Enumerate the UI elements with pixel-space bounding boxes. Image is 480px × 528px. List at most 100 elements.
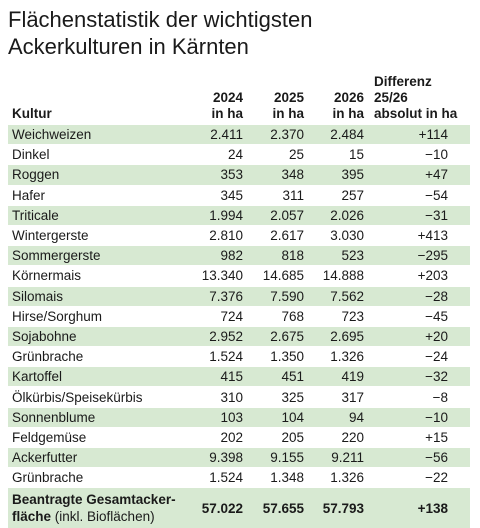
total-value: +138 bbox=[368, 488, 470, 528]
label-cell: Grünbrache bbox=[8, 347, 186, 367]
label-cell: Dinkel bbox=[8, 145, 186, 165]
title: Flächenstatistik der wichtigsten Ackerku… bbox=[8, 6, 312, 60]
value-cell: 94 bbox=[308, 407, 368, 427]
value-cell: 523 bbox=[308, 246, 368, 266]
total-label-cell: Beantragte Gesamtacker-fläche (inkl. Bio… bbox=[8, 488, 186, 528]
value-cell: 1.994 bbox=[186, 205, 247, 225]
value-cell: −54 bbox=[368, 185, 470, 205]
value-cell: −45 bbox=[368, 306, 470, 326]
value-cell: 103 bbox=[186, 407, 247, 427]
value-cell: 419 bbox=[308, 367, 368, 387]
value-cell: 205 bbox=[247, 427, 308, 447]
value-cell: 1.524 bbox=[186, 347, 247, 367]
value-cell: 2.810 bbox=[186, 225, 247, 245]
value-cell: 415 bbox=[186, 367, 247, 387]
label-cell: Feldgemüse bbox=[8, 427, 186, 447]
value-cell: 7.562 bbox=[308, 286, 368, 306]
total-label: Beantragte Gesamtacker- bbox=[12, 492, 176, 507]
title-line: Flächenstatistik der wichtigsten bbox=[8, 6, 312, 33]
label-cell: Ackerfutter bbox=[8, 448, 186, 468]
value-cell: +47 bbox=[368, 165, 470, 185]
value-cell: 9.398 bbox=[186, 448, 247, 468]
value-cell: 818 bbox=[247, 246, 308, 266]
header-text: in ha bbox=[332, 106, 364, 121]
value-cell: 1.348 bbox=[247, 468, 308, 488]
value-cell: 325 bbox=[247, 387, 308, 407]
value-cell: 1.326 bbox=[308, 347, 368, 367]
label-cell: Sonnenblume bbox=[8, 407, 186, 427]
label-cell: Ölkürbis/Speisekürbis bbox=[8, 387, 186, 407]
label-cell: Silomais bbox=[8, 286, 186, 306]
value-cell: 257 bbox=[308, 185, 368, 205]
label-cell: Körnermais bbox=[8, 266, 186, 286]
label-cell: Wintergerste bbox=[8, 225, 186, 245]
total-value: 57.793 bbox=[308, 488, 368, 528]
header-text: Kultur bbox=[12, 106, 52, 121]
value-cell: 345 bbox=[186, 185, 247, 205]
total-label-note: (inkl. Bioflächen) bbox=[51, 509, 155, 524]
value-cell: 768 bbox=[247, 306, 308, 326]
value-cell: −10 bbox=[368, 407, 470, 427]
value-cell: 9.211 bbox=[308, 448, 368, 468]
value-cell: 24 bbox=[186, 145, 247, 165]
value-cell: 723 bbox=[308, 306, 368, 326]
value-cell: −10 bbox=[368, 145, 470, 165]
value-cell: 9.155 bbox=[247, 448, 308, 468]
value-cell: +15 bbox=[368, 427, 470, 447]
value-cell: 2.484 bbox=[308, 125, 368, 145]
value-cell: 14.888 bbox=[308, 266, 368, 286]
total-row: Beantragte Gesamtacker-fläche (inkl. Bio… bbox=[8, 488, 470, 528]
value-cell: +203 bbox=[368, 266, 470, 286]
value-cell: +413 bbox=[368, 225, 470, 245]
label-cell: Kartoffel bbox=[8, 367, 186, 387]
value-cell: −28 bbox=[368, 286, 470, 306]
header-cell: Kultur bbox=[8, 74, 186, 125]
value-cell: 15 bbox=[308, 145, 368, 165]
header-text: 2024 bbox=[213, 90, 243, 105]
value-cell: −8 bbox=[368, 387, 470, 407]
label-cell: Sojabohne bbox=[8, 326, 186, 346]
value-cell: 2.026 bbox=[308, 205, 368, 225]
header-text: absolut in ha bbox=[374, 106, 457, 121]
value-cell: −32 bbox=[368, 367, 470, 387]
value-cell: 724 bbox=[186, 306, 247, 326]
label-cell: Roggen bbox=[8, 165, 186, 185]
value-cell: 104 bbox=[247, 407, 308, 427]
header-text: 2025 bbox=[274, 90, 304, 105]
value-cell: 202 bbox=[186, 427, 247, 447]
total-label: fläche bbox=[12, 509, 51, 524]
value-cell: +114 bbox=[368, 125, 470, 145]
header-text: in ha bbox=[211, 106, 243, 121]
value-cell: 2.411 bbox=[186, 125, 247, 145]
value-cell: 220 bbox=[308, 427, 368, 447]
value-cell: 25 bbox=[247, 145, 308, 165]
value-cell: 2.617 bbox=[247, 225, 308, 245]
value-cell: −22 bbox=[368, 468, 470, 488]
value-cell: 982 bbox=[186, 246, 247, 266]
header-text: in ha bbox=[272, 106, 304, 121]
value-cell: −31 bbox=[368, 205, 470, 225]
value-cell: 2.675 bbox=[247, 326, 308, 346]
value-cell: 317 bbox=[308, 387, 368, 407]
total-value: 57.022 bbox=[186, 488, 247, 528]
title-line: Ackerkulturen in Kärnten bbox=[8, 33, 312, 60]
value-cell: 353 bbox=[186, 165, 247, 185]
